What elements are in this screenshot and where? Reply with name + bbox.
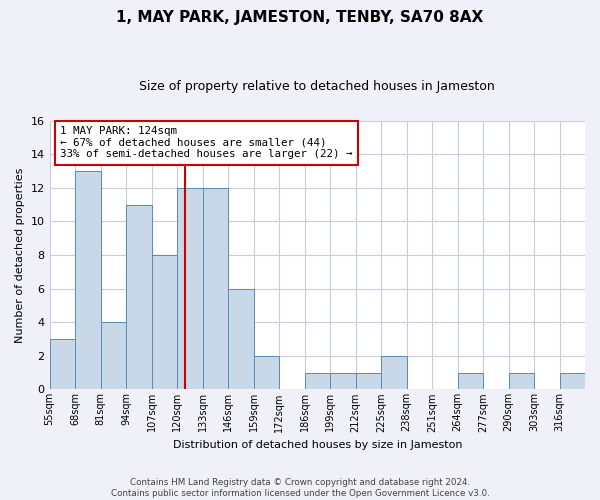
Bar: [254, 356, 279, 390]
Bar: [356, 372, 381, 390]
Title: Size of property relative to detached houses in Jameston: Size of property relative to detached ho…: [139, 80, 495, 93]
Bar: [228, 288, 254, 390]
Bar: [381, 356, 407, 390]
Bar: [126, 204, 152, 390]
Text: 1, MAY PARK, JAMESTON, TENBY, SA70 8AX: 1, MAY PARK, JAMESTON, TENBY, SA70 8AX: [116, 10, 484, 25]
Y-axis label: Number of detached properties: Number of detached properties: [15, 168, 25, 342]
Bar: [177, 188, 203, 390]
Bar: [305, 372, 330, 390]
Bar: [50, 339, 75, 390]
Bar: [101, 322, 126, 390]
Bar: [458, 372, 483, 390]
Text: 1 MAY PARK: 124sqm
← 67% of detached houses are smaller (44)
33% of semi-detache: 1 MAY PARK: 124sqm ← 67% of detached hou…: [60, 126, 353, 159]
Bar: [152, 255, 177, 390]
Bar: [560, 372, 585, 390]
X-axis label: Distribution of detached houses by size in Jameston: Distribution of detached houses by size …: [173, 440, 462, 450]
Bar: [330, 372, 356, 390]
Text: Contains HM Land Registry data © Crown copyright and database right 2024.
Contai: Contains HM Land Registry data © Crown c…: [110, 478, 490, 498]
Bar: [75, 171, 101, 390]
Bar: [203, 188, 228, 390]
Bar: [509, 372, 534, 390]
